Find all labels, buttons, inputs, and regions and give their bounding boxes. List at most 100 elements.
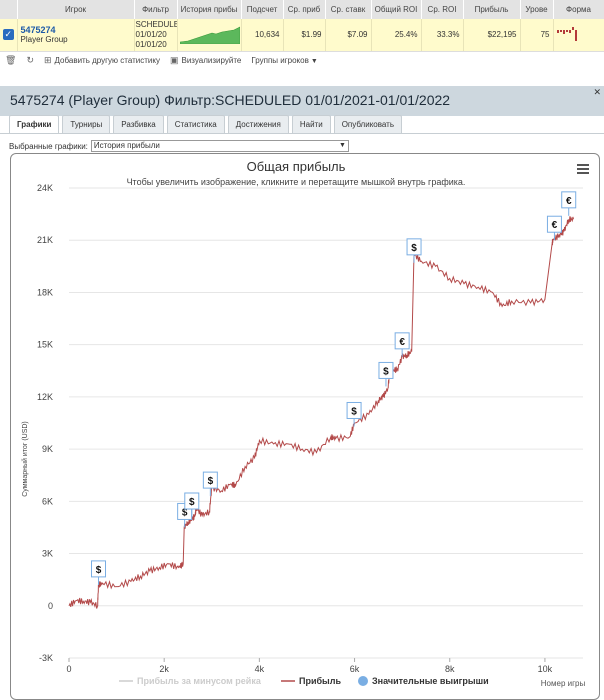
chevron-down-icon: ▼ (338, 142, 346, 149)
header-profit-history[interactable]: История прибы (177, 0, 242, 19)
marker-flag (546, 215, 562, 233)
big-win-marker[interactable]: $ (378, 361, 394, 387)
sparkline-area (179, 26, 240, 44)
big-win-marker[interactable]: $ (406, 238, 422, 263)
header-level[interactable]: Урове (520, 0, 554, 19)
x-tick-label: 10k (538, 664, 553, 674)
y-tick-label: 6K (42, 496, 53, 506)
refresh-icon[interactable]: ↻ (26, 54, 34, 65)
legend-big-wins-label: Значительные выигрыши (372, 676, 489, 686)
tab-tournaments[interactable]: Турниры (62, 115, 111, 133)
legend-item-big-wins[interactable]: Значительные выигрыши (358, 676, 489, 686)
marker-flag (346, 401, 362, 419)
marker-label: $ (351, 406, 357, 417)
profit-series-line (68, 216, 574, 609)
x-tick-label: 4k (255, 664, 265, 674)
chart-selector: Выбранные графики: История прибыли ▼ (9, 140, 349, 152)
tab-find[interactable]: Найти (291, 115, 331, 133)
add-stats-button[interactable]: Добавить другую статистику (54, 55, 160, 65)
y-tick-label: 0 (48, 601, 53, 611)
x-axis: 0 2k 4k 6k 8k 10k (66, 664, 552, 674)
row-checkbox-cell[interactable]: ✓ (0, 19, 18, 52)
marker-label: € (566, 196, 572, 207)
big-win-marker[interactable]: € (546, 215, 562, 241)
legend-profit-label: Прибыль (299, 676, 341, 686)
form-bar (568, 29, 571, 33)
chart-title: Общая прибыль (247, 159, 346, 174)
count-cell: 10,634 (241, 19, 284, 52)
marker-flag (202, 471, 218, 489)
profit-chart[interactable]: -3K 0 3K 6K 9K 12K 15K 18K 21K 24K 0 2k 4k 6k 8k 10k О… (11, 154, 601, 700)
chart-select[interactable]: История прибыли ▼ (90, 140, 349, 152)
big-win-marker[interactable]: $ (346, 401, 362, 427)
marker-flag (91, 560, 107, 578)
form-bar (574, 29, 577, 41)
chart-select-value: История прибыли (93, 141, 160, 150)
trash-icon[interactable]: 🗑 (5, 54, 17, 65)
x-tick-label: 8k (445, 664, 455, 674)
header-select (0, 0, 18, 19)
page-title: 5475274 (Player Group) Фильтр:SCHEDULED … (10, 92, 451, 108)
chart-container[interactable]: -3K 0 3K 6K 9K 12K 15K 18K 21K 24K 0 2k 4k 6k 8k 10k О… (10, 153, 600, 700)
table-row[interactable]: ✓ 5475274 Player Group SCHEDULED 01/01/2… (0, 19, 604, 52)
tab-achievements[interactable]: Достижения (227, 115, 289, 133)
x-axis-label: Номер игры (541, 679, 586, 688)
legend-item-rake[interactable]: Прибыль за минусом рейка (119, 676, 262, 686)
visualize-icon: ▣ (169, 54, 179, 65)
y-tick-label: 3K (42, 549, 53, 559)
menu-icon-bar (577, 164, 589, 166)
form-bar (565, 29, 568, 32)
marker-flag (184, 492, 200, 510)
header-form[interactable]: Форма (553, 0, 604, 19)
form-bar (571, 26, 574, 30)
tab-breakdown[interactable]: Разбивка (113, 115, 164, 133)
big-win-marker[interactable]: $ (202, 471, 218, 497)
close-icon[interactable]: ✕ (593, 87, 601, 97)
header-player[interactable]: Игрок (17, 0, 135, 19)
menu-icon[interactable] (577, 164, 589, 174)
y-tick-label: -3K (39, 653, 53, 663)
marker-flag (394, 332, 410, 350)
y-tick-label: 15K (37, 340, 53, 350)
player-groups-dropdown[interactable]: Группы игроков ▼ (251, 56, 317, 65)
legend: Прибыль за минусом рейка Прибыль Значите… (119, 676, 489, 686)
menu-icon-bar (577, 172, 589, 174)
y-axis: -3K 0 3K 6K 9K 12K 15K 18K 21K 24K (37, 183, 53, 663)
row-checkbox[interactable]: ✓ (2, 29, 14, 41)
y-tick-label: 9K (42, 444, 53, 454)
chevron-down-icon: ▼ (310, 57, 318, 65)
header-filter[interactable]: Фильтр (134, 0, 178, 19)
big-win-marker[interactable]: € (394, 332, 410, 357)
level-cell: 75 (520, 19, 554, 52)
big-win-marker[interactable]: $ (91, 560, 107, 585)
legend-big-wins-swatch (358, 676, 368, 686)
form-bar (559, 29, 562, 32)
tab-publish[interactable]: Опубликовать (333, 115, 402, 133)
marker-label: € (552, 220, 558, 231)
tab-bar: Графики Турниры Разбивка Статистика Дост… (9, 115, 405, 133)
avg-roi-cell: 33.3% (421, 19, 464, 52)
avg-stake-cell: $7.09 (325, 19, 372, 52)
header-profit[interactable]: Прибыль (463, 0, 521, 19)
player-id-link[interactable]: 5475274 (20, 24, 56, 35)
tab-charts[interactable]: Графики (9, 115, 60, 133)
header-avg-profit[interactable]: Ср. приб (283, 0, 326, 19)
tab-statistics[interactable]: Статистика (166, 115, 225, 133)
player-cell[interactable]: 5475274 Player Group (17, 19, 135, 52)
legend-item-profit[interactable]: Прибыль (281, 676, 341, 686)
y-tick-label: 12K (37, 392, 53, 402)
big-win-marker[interactable]: € (561, 191, 577, 216)
profit-sparkline (179, 26, 240, 44)
header-avg-stake[interactable]: Ср. ставк (325, 0, 372, 19)
y-tick-label: 24K (37, 183, 53, 193)
big-win-marker[interactable]: $ (184, 492, 200, 517)
visualize-button[interactable]: Визуализируйте (181, 55, 242, 65)
header-total-roi[interactable]: Общий ROI (371, 0, 422, 19)
report-header: 5475274 (Player Group) Фильтр:SCHEDULED … (0, 86, 604, 116)
form-indicator (556, 26, 577, 41)
header-count[interactable]: Подсчет (241, 0, 284, 19)
table-header-row: Игрок Фильтр История прибы Подсчет Ср. п… (0, 0, 604, 19)
chart-selector-label: Выбранные графики: (9, 141, 88, 151)
header-avg-roi[interactable]: Ср. ROI (421, 0, 464, 19)
form-bar (556, 29, 559, 33)
